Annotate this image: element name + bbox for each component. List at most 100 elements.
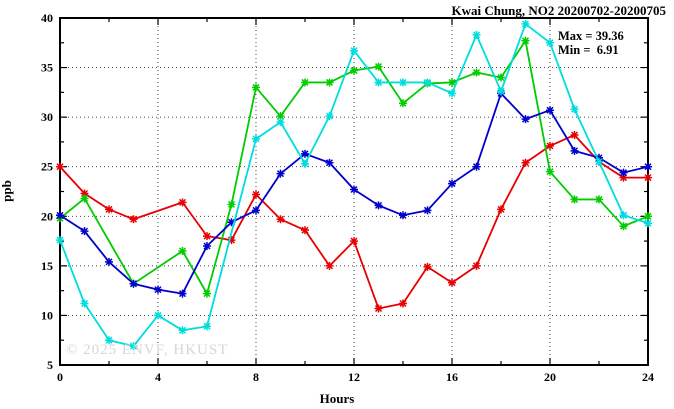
series-cyan-marker bbox=[154, 311, 162, 320]
series-green-marker bbox=[619, 222, 628, 231]
series-blue-marker bbox=[448, 179, 456, 188]
series-cyan-marker bbox=[423, 78, 432, 87]
series-red-marker bbox=[252, 190, 260, 199]
series-cyan-marker bbox=[521, 19, 530, 28]
series-green-marker bbox=[521, 36, 530, 45]
series-red-marker bbox=[301, 226, 309, 235]
series-red-marker bbox=[325, 261, 334, 270]
series-blue-marker bbox=[276, 169, 285, 178]
series-green-marker bbox=[301, 78, 309, 87]
series-green-marker bbox=[276, 112, 285, 121]
series-blue-marker bbox=[56, 211, 64, 220]
series-green-marker bbox=[399, 99, 407, 108]
series-cyan-marker bbox=[105, 336, 113, 345]
series-blue-marker bbox=[619, 168, 628, 177]
series-cyan-line bbox=[59, 23, 649, 348]
series-green-marker bbox=[350, 66, 358, 75]
series-blue-marker bbox=[301, 149, 309, 158]
series-green-marker bbox=[497, 73, 505, 82]
series-blue-marker bbox=[350, 185, 358, 194]
series-blue-marker bbox=[374, 201, 383, 210]
series-cyan-marker bbox=[448, 89, 456, 98]
series-cyan-marker bbox=[399, 78, 407, 87]
series-green-marker bbox=[227, 200, 236, 209]
x-tick-label: 0 bbox=[57, 370, 63, 384]
series-blue-marker bbox=[80, 227, 89, 236]
series-cyan-marker bbox=[301, 159, 309, 168]
series-cyan-marker bbox=[644, 219, 652, 228]
series-red-marker bbox=[472, 261, 481, 270]
x-tick-label: 4 bbox=[155, 370, 161, 384]
series-red-marker bbox=[644, 173, 652, 182]
series-cyan-marker bbox=[56, 236, 64, 245]
y-tick-label: 5 bbox=[47, 358, 53, 372]
series-green-marker bbox=[80, 194, 89, 203]
x-tick-label: 12 bbox=[348, 370, 360, 384]
max-min-annotation: Max = 39.36 Min = 6.91 bbox=[558, 29, 624, 57]
series-blue-marker bbox=[178, 289, 187, 298]
series-blue-marker bbox=[399, 211, 407, 220]
series-red-marker bbox=[619, 173, 628, 182]
series-blue-marker bbox=[203, 242, 211, 251]
series-red-marker bbox=[448, 278, 456, 287]
series-red-marker bbox=[227, 236, 236, 245]
series-green-marker bbox=[178, 246, 187, 255]
series-green-marker bbox=[546, 167, 554, 176]
series-red-marker bbox=[546, 141, 554, 150]
series-cyan-marker bbox=[325, 112, 334, 121]
series-green-marker bbox=[570, 195, 579, 204]
series-cyan-marker bbox=[350, 46, 358, 55]
max-value-label: Max = 39.36 bbox=[558, 29, 624, 43]
series-cyan-marker bbox=[595, 157, 603, 166]
series-cyan-marker bbox=[546, 38, 554, 47]
y-tick-label: 15 bbox=[41, 259, 53, 273]
series-blue-marker bbox=[325, 158, 334, 167]
series-red-marker bbox=[570, 130, 579, 139]
watermark: © 2025 ENVF, HKUST bbox=[66, 342, 229, 358]
series-green-marker bbox=[374, 62, 383, 71]
series-cyan-marker bbox=[570, 105, 579, 114]
series-green-marker bbox=[252, 83, 260, 92]
series-blue-marker bbox=[521, 115, 530, 124]
series-red-marker bbox=[521, 158, 530, 167]
series-red-marker bbox=[203, 232, 211, 241]
series-cyan-marker bbox=[203, 322, 211, 331]
series-blue-marker bbox=[644, 162, 652, 171]
series-cyan-marker bbox=[178, 326, 187, 335]
series-cyan-marker bbox=[80, 299, 89, 308]
series-cyan-marker bbox=[619, 211, 628, 220]
series-red-marker bbox=[350, 237, 358, 246]
y-tick-label: 40 bbox=[41, 11, 53, 25]
x-tick-label: 24 bbox=[642, 370, 654, 384]
series-red-marker bbox=[374, 304, 383, 313]
series-blue-marker bbox=[570, 146, 579, 155]
series-blue-marker bbox=[227, 218, 236, 227]
series-red-marker bbox=[423, 262, 432, 271]
series-blue-marker bbox=[472, 162, 481, 171]
series-blue-marker bbox=[423, 206, 432, 215]
chart-title: Kwai Chung, NO2 20200702-20200705 bbox=[451, 3, 666, 18]
series-blue-marker bbox=[546, 106, 554, 115]
y-tick-label: 20 bbox=[41, 209, 53, 223]
x-axis-label: Hours bbox=[319, 391, 355, 406]
y-tick-label: 10 bbox=[41, 308, 53, 322]
series-red-marker bbox=[497, 205, 505, 214]
series-cyan-marker bbox=[472, 30, 481, 39]
series-green-marker bbox=[644, 212, 652, 221]
series-cyan-marker bbox=[374, 78, 383, 87]
series-green-marker bbox=[595, 195, 603, 204]
min-value-label: Min = 6.91 bbox=[558, 43, 619, 57]
series-cyan-marker bbox=[497, 87, 505, 96]
y-tick-label: 25 bbox=[41, 160, 53, 174]
series-cyan-marker bbox=[129, 342, 138, 351]
series-blue-marker bbox=[252, 206, 260, 215]
series-cyan-marker bbox=[276, 118, 285, 127]
series-red-line bbox=[59, 134, 648, 310]
series-red-marker bbox=[105, 205, 113, 214]
series-red-marker bbox=[399, 299, 407, 308]
y-tick-label: 35 bbox=[41, 61, 53, 75]
series-green-marker bbox=[325, 78, 334, 87]
series-blue-marker bbox=[105, 257, 113, 266]
x-tick-label: 16 bbox=[446, 370, 458, 384]
